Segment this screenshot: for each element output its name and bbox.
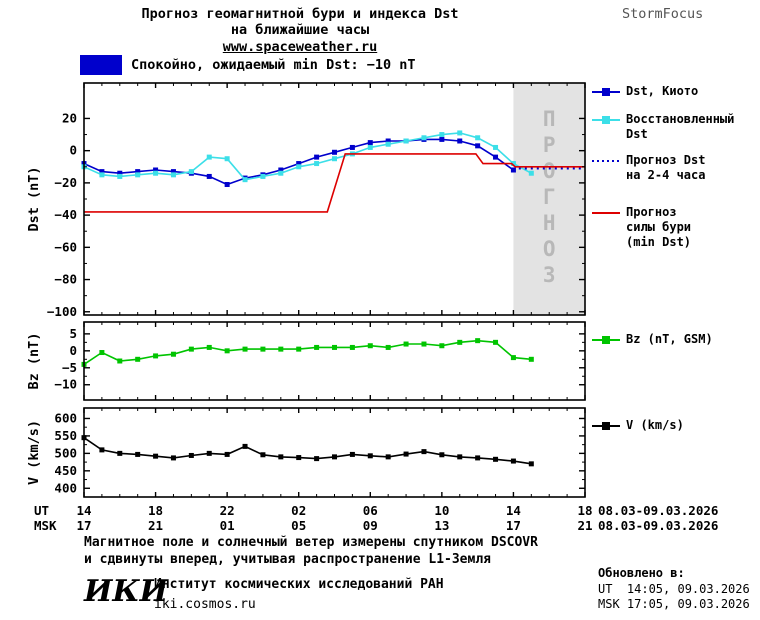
svg-text:450: 450: [54, 463, 77, 478]
svg-text:−10: −10: [54, 377, 77, 392]
legend-item: Прогноз Dst на 2-4 часа: [591, 153, 705, 183]
svg-text:600: 600: [54, 410, 77, 425]
svg-text:−20: −20: [54, 175, 77, 190]
svg-text:О: О: [543, 237, 556, 261]
legend-marker-icon: [592, 116, 620, 124]
svg-text:10: 10: [434, 503, 449, 518]
svg-text:08.03-09.03.2026: 08.03-09.03.2026: [598, 518, 718, 533]
svg-text:14: 14: [506, 503, 521, 518]
svg-text:550: 550: [54, 428, 77, 443]
svg-text:09: 09: [363, 518, 378, 533]
svg-text:MSK: MSK: [34, 518, 57, 533]
note-line-2: и сдвинуты вперед, учитывая распростране…: [84, 552, 491, 567]
svg-text:02: 02: [291, 503, 306, 518]
updated-msk: MSK 17:05, 09.03.2026: [598, 597, 750, 611]
updated-heading: Обновлено в:: [598, 566, 685, 580]
legend-label: Восстановленный Dst: [626, 112, 735, 141]
page-subtitle: на ближайшие часы: [230, 22, 370, 38]
legend-label: V (km/s): [626, 418, 684, 432]
status-banner-label: Спокойно, ожидаемый min Dst: −10 nT: [131, 57, 416, 73]
legend-marker-icon: [592, 160, 620, 162]
legend-marker-icon: [592, 88, 620, 96]
page-title: Прогноз геомагнитной бури и индекса Dst: [141, 6, 459, 22]
svg-text:−5: −5: [62, 360, 77, 375]
svg-text:0: 0: [69, 343, 77, 358]
svg-text:20: 20: [62, 110, 77, 125]
legend-item: Прогноз силы бури (min Dst): [591, 205, 691, 250]
svg-text:01: 01: [220, 518, 235, 533]
svg-text:Г: Г: [543, 185, 556, 209]
svg-text:Н: Н: [543, 211, 556, 235]
svg-text:UT: UT: [34, 503, 49, 518]
iki-logo: ИКИ: [84, 574, 168, 609]
svg-text:08.03-09.03.2026: 08.03-09.03.2026: [598, 503, 718, 518]
legend-label: Bz (nT, GSM): [626, 332, 713, 346]
svg-text:400: 400: [54, 480, 77, 495]
svg-text:V (km/s): V (km/s): [26, 420, 42, 485]
svg-text:−40: −40: [54, 207, 77, 222]
svg-text:22: 22: [220, 503, 235, 518]
svg-text:5: 5: [69, 326, 77, 341]
svg-text:Bz (nT): Bz (nT): [26, 333, 42, 390]
legend-label: Прогноз силы бури (min Dst): [626, 205, 692, 249]
site-link[interactable]: www.spaceweather.ru: [222, 39, 378, 55]
svg-text:−80: −80: [54, 272, 77, 287]
title-block: Прогноз геомагнитной бури и индекса Dst …: [0, 6, 600, 55]
legend-label: Dst, Киото: [626, 84, 699, 98]
svg-text:З: З: [543, 263, 556, 287]
svg-text:−60: −60: [54, 239, 77, 254]
svg-text:21: 21: [577, 518, 592, 533]
updated-block: Обновлено в: UT 14:05, 09.03.2026 MSK 17…: [598, 566, 750, 613]
legend-item: Восстановленный Dst: [591, 112, 734, 142]
updated-ut: UT 14:05, 09.03.2026: [598, 581, 750, 596]
svg-text:500: 500: [54, 445, 77, 460]
svg-text:−100: −100: [47, 304, 77, 319]
org-site-link[interactable]: iki.cosmos.ru: [154, 597, 256, 612]
svg-text:05: 05: [291, 518, 306, 533]
svg-text:18: 18: [148, 503, 163, 518]
svg-text:18: 18: [577, 503, 592, 518]
note-line-1: Магнитное поле и солнечный ветер измерен…: [84, 535, 538, 550]
legend-label: Прогноз Dst на 2-4 часа: [626, 153, 706, 182]
legend-item: Bz (nT, GSM): [591, 332, 713, 347]
legend-marker-icon: [592, 212, 620, 214]
svg-text:21: 21: [148, 518, 163, 533]
status-color-swatch: [80, 55, 122, 75]
legend-item: V (km/s): [591, 418, 684, 433]
brand-label: StormFocus: [622, 6, 704, 22]
svg-text:13: 13: [434, 518, 449, 533]
legend-item: Dst, Киото: [591, 84, 698, 99]
svg-text:14: 14: [76, 503, 91, 518]
org-name: Институт космических исследований РАН: [154, 577, 444, 592]
data-source-note: Магнитное поле и солнечный ветер измерен…: [84, 534, 538, 568]
svg-text:О: О: [543, 159, 556, 183]
legend-marker-icon: [592, 422, 620, 430]
svg-text:Dst (nT): Dst (nT): [26, 166, 42, 231]
svg-text:17: 17: [506, 518, 521, 533]
legend-marker-icon: [592, 336, 620, 344]
status-banner: Спокойно, ожидаемый min Dst: −10 nT: [80, 55, 415, 75]
svg-text:П: П: [543, 107, 556, 131]
svg-text:Р: Р: [543, 133, 556, 157]
svg-text:0: 0: [69, 143, 77, 158]
svg-text:06: 06: [363, 503, 378, 518]
svg-text:17: 17: [76, 518, 91, 533]
